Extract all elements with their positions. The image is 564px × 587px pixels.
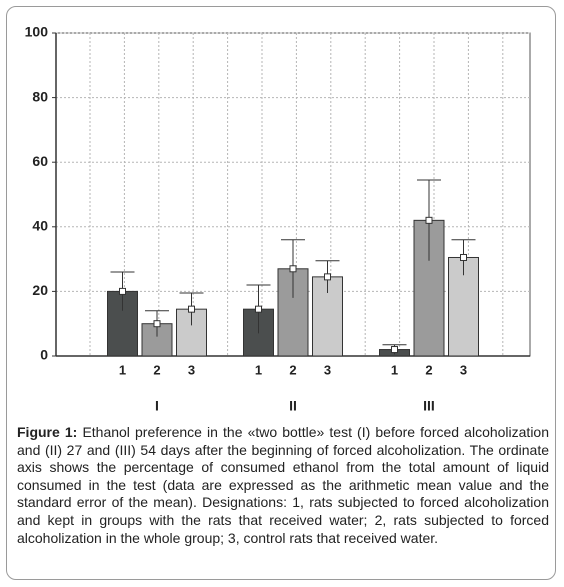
mean-marker [391,346,398,354]
bar [277,268,309,357]
chart: 0 20 40 60 80 100 I 1 2 3 II 1 2 3 III 1 2 3 [25,24,531,414]
mean-marker [289,265,297,273]
caption-label: Figure 1: [17,424,78,440]
mean-marker [119,287,126,295]
y-tick-label: 100 [25,24,49,40]
x-tick-label: 2 [289,362,296,377]
mean-marker [188,305,195,313]
frame [6,6,556,580]
x-tick-label: 3 [324,362,331,377]
y-tick-label: 20 [32,282,48,298]
caption-text: Ethanol preference in the «two bottle» t… [17,424,550,546]
y-tick-label: 80 [32,88,48,104]
x-tick-label: 1 [119,362,126,377]
mean-marker [255,305,262,313]
group-label: III [423,398,435,414]
x-tick-label: 1 [391,362,398,377]
caption: Figure 1: Ethanol preference in the «two… [17,424,549,547]
mean-marker [425,216,433,224]
x-tick-label: 3 [460,362,467,377]
mean-marker [460,253,467,261]
x-tick-label: 2 [425,362,432,377]
group-label: II [289,398,297,414]
x-tick-label: 3 [188,362,195,377]
y-tick-label: 40 [32,218,48,234]
x-tick-label: 1 [255,362,262,377]
group-label: I [155,398,159,414]
x-tick-label: 2 [153,362,160,377]
mean-marker [153,320,161,328]
y-tick-label: 0 [40,347,48,363]
mean-marker [324,273,331,281]
y-tick-label: 60 [32,153,48,169]
